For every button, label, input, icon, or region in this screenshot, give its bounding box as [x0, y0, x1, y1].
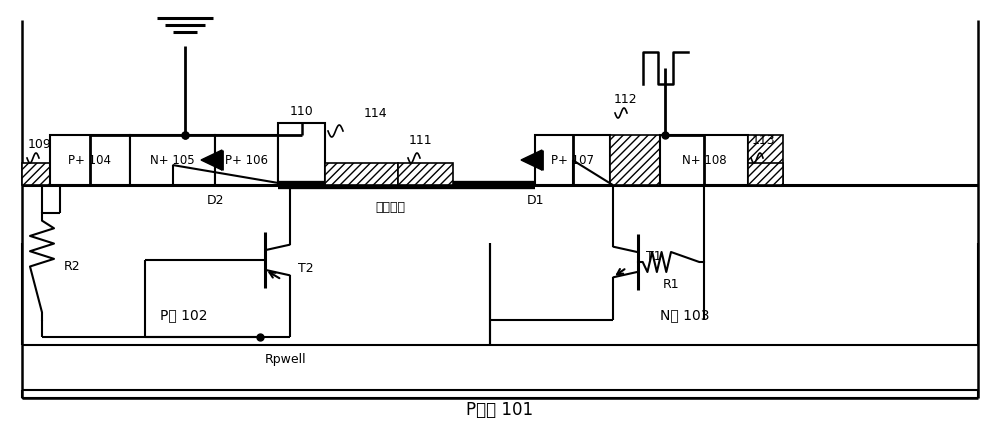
Polygon shape [201, 150, 222, 170]
Bar [278, 123, 325, 185]
Text: R2: R2 [64, 260, 81, 273]
Text: N阱 103: N阱 103 [660, 308, 710, 322]
Text: 109: 109 [28, 139, 52, 151]
Text: N+ 108: N+ 108 [682, 153, 726, 167]
Bar [22, 163, 57, 185]
Bar [50, 135, 130, 185]
Text: D2: D2 [206, 193, 224, 207]
Text: P阱 102: P阱 102 [160, 308, 208, 322]
Text: Rpwell: Rpwell [265, 352, 307, 366]
Text: 112: 112 [613, 93, 637, 105]
Text: P衩底 101: P衩底 101 [466, 401, 534, 419]
Text: D1: D1 [526, 193, 544, 207]
Text: P+ 107: P+ 107 [551, 153, 594, 167]
Text: 110: 110 [290, 105, 313, 117]
Text: T1: T1 [646, 250, 662, 264]
Text: P+ 104: P+ 104 [68, 153, 112, 167]
Text: 导电沟道: 导电沟道 [375, 201, 405, 213]
Bar [660, 135, 748, 185]
Bar [610, 135, 660, 185]
Text: P+ 106: P+ 106 [225, 153, 268, 167]
Text: 111: 111 [408, 134, 432, 147]
Bar [325, 163, 398, 185]
Bar [398, 163, 453, 185]
Text: N+ 105: N+ 105 [150, 153, 195, 167]
Bar [215, 135, 278, 185]
Bar [130, 135, 215, 185]
Text: 114: 114 [363, 107, 387, 119]
Text: T2: T2 [298, 261, 314, 275]
Bar [535, 135, 610, 185]
Text: R1: R1 [663, 278, 679, 291]
Bar [748, 135, 783, 185]
Bar [748, 163, 783, 185]
Polygon shape [521, 150, 542, 170]
Text: 113: 113 [751, 134, 775, 147]
